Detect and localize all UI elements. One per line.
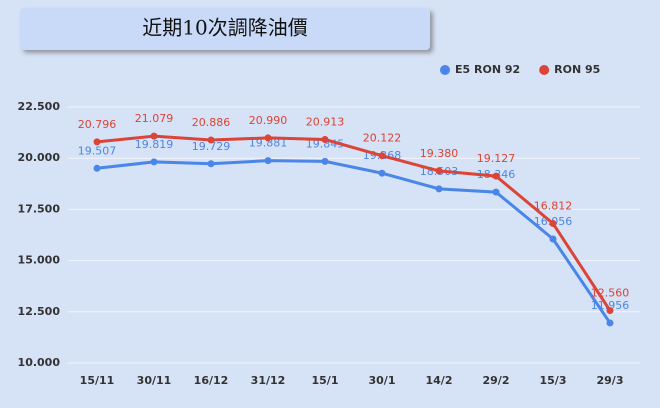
legend-marker [539,65,550,75]
data-label: 21.079 [135,112,174,125]
series-line [96,134,612,312]
x-tick-label: 30/1 [369,374,396,387]
data-point [378,169,386,177]
x-tick-label: 16/12 [194,374,229,387]
data-point [93,164,101,172]
data-point [606,319,614,327]
data-label: 19.819 [135,138,174,151]
data-point [492,188,500,196]
data-point [435,185,443,193]
data-label: 19.881 [249,137,288,150]
data-point [435,167,443,175]
data-point [150,132,158,140]
y-tick-label: 12.500 [18,305,61,318]
x-tick-label: 15/1 [312,374,339,387]
title-box [20,8,430,50]
data-point [492,172,500,180]
data-point [549,219,557,227]
data-label: 11.956 [591,299,630,312]
data-point [549,235,557,243]
data-label: 19.507 [78,144,117,157]
x-tick-label: 31/12 [251,374,286,387]
data-label: 19.380 [420,147,459,160]
data-label: 20.990 [249,114,288,127]
data-point [378,152,386,160]
x-tick-label: 30/11 [137,374,172,387]
y-tick-label: 17.500 [18,202,61,215]
x-tick-label: 15/3 [540,374,567,387]
x-tick-label: 29/2 [483,374,510,387]
data-label: 19.729 [192,140,231,153]
data-label: 12.560 [591,287,630,300]
chart-title: 近期10次調降油價 [142,16,307,40]
y-tick-label: 22.500 [18,100,61,113]
y-tick-label: 10.000 [18,356,61,369]
legend-label: RON 95 [554,63,600,76]
data-label: 20.122 [363,132,402,145]
data-point [150,158,158,166]
data-point [321,157,329,165]
data-point [321,136,329,144]
data-label: 20.796 [78,118,117,131]
x-tick-label: 29/3 [597,374,624,387]
data-point [264,134,272,142]
data-point [207,160,215,168]
data-point [207,136,215,144]
data-point [264,157,272,165]
data-label: 20.886 [192,116,231,129]
data-point [606,307,614,315]
series-line [96,159,612,324]
legend-marker [440,65,450,75]
x-tick-label: 14/2 [426,374,453,387]
y-tick-label: 20.000 [18,151,61,164]
legend-label: E5 RON 92 [455,63,520,76]
data-point [93,138,101,146]
data-label: 20.913 [306,116,345,129]
x-tick-label: 15/11 [80,374,115,387]
data-label: 19.127 [477,152,516,165]
y-tick-label: 15.000 [18,254,61,267]
data-label: 16.812 [534,199,573,212]
